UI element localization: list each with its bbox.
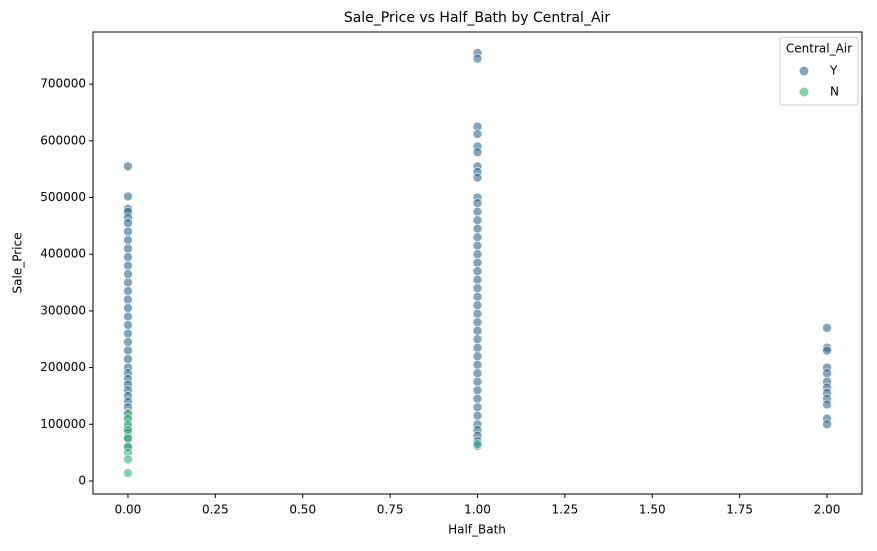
point — [472, 368, 483, 379]
y-tick-label: 400000 — [40, 247, 86, 261]
point — [123, 454, 133, 465]
point — [472, 300, 483, 311]
y-tick-label: 700000 — [40, 77, 86, 91]
point — [123, 260, 133, 271]
point — [123, 354, 133, 364]
point — [822, 368, 832, 379]
point — [472, 240, 483, 251]
point — [123, 252, 133, 262]
x-axis-label: Half_Bath — [448, 523, 506, 537]
point — [472, 351, 483, 362]
point — [472, 232, 483, 243]
point — [123, 243, 133, 254]
point — [472, 129, 483, 139]
point — [822, 323, 832, 333]
point — [123, 294, 133, 305]
point — [472, 147, 483, 157]
point — [123, 328, 133, 339]
chart-title: Sale_Price vs Half_Bath by Central_Air — [344, 10, 611, 26]
x-tick-label: 2.00 — [814, 503, 841, 517]
x-tick-label: 0.75 — [377, 503, 404, 517]
point — [123, 345, 133, 356]
x-tick-label: 0.00 — [115, 503, 142, 517]
point — [472, 266, 483, 277]
y-tick-label: 0 — [78, 473, 86, 487]
y-tick-label: 600000 — [40, 133, 86, 147]
point — [472, 410, 483, 421]
x-tick-label: 1.00 — [464, 503, 491, 517]
point — [472, 53, 483, 64]
point — [123, 191, 133, 202]
point — [472, 291, 483, 302]
point — [822, 345, 832, 356]
point — [472, 223, 483, 234]
point — [123, 277, 133, 288]
y-tick-label: 300000 — [40, 303, 86, 317]
point — [123, 320, 133, 330]
y-tick-label: 200000 — [40, 360, 86, 374]
point — [472, 385, 483, 396]
point — [472, 317, 483, 328]
point — [472, 325, 483, 336]
plot-frame — [92, 31, 863, 495]
point — [472, 206, 483, 217]
point — [123, 218, 133, 228]
point — [472, 249, 483, 260]
point — [123, 425, 133, 435]
legend-marker — [799, 66, 809, 76]
point — [472, 393, 483, 404]
point — [123, 286, 133, 296]
point — [123, 311, 133, 322]
point — [123, 337, 133, 347]
legend-title: Central_Air — [786, 42, 852, 56]
legend-marker — [799, 87, 809, 97]
x-tick-label: 0.25 — [202, 503, 229, 517]
point — [472, 198, 483, 208]
point — [472, 308, 483, 319]
x-tick-label: 1.25 — [552, 503, 579, 517]
legend-label: N — [830, 85, 839, 99]
point — [123, 235, 133, 245]
point — [123, 433, 133, 444]
x-tick-label: 1.50 — [639, 503, 666, 517]
point — [822, 399, 832, 410]
point — [123, 161, 133, 172]
point — [472, 359, 483, 370]
y-axis-label: Sale_Price — [11, 233, 25, 294]
point — [472, 439, 483, 449]
legend-box — [779, 36, 859, 106]
point — [472, 172, 483, 183]
point — [472, 342, 483, 353]
point — [472, 402, 483, 413]
point — [472, 257, 483, 268]
point — [123, 468, 133, 478]
point — [472, 215, 483, 226]
point — [822, 419, 832, 430]
point — [123, 269, 133, 279]
point — [123, 226, 133, 237]
point — [472, 283, 483, 294]
point — [123, 303, 133, 313]
y-tick-label: 500000 — [40, 190, 86, 204]
legend-label: Y — [829, 64, 838, 78]
y-tick-label: 100000 — [40, 417, 86, 431]
x-tick-label: 0.50 — [289, 503, 316, 517]
point — [472, 274, 483, 285]
x-tick-label: 1.75 — [726, 503, 753, 517]
point — [472, 334, 483, 345]
point — [472, 376, 483, 387]
